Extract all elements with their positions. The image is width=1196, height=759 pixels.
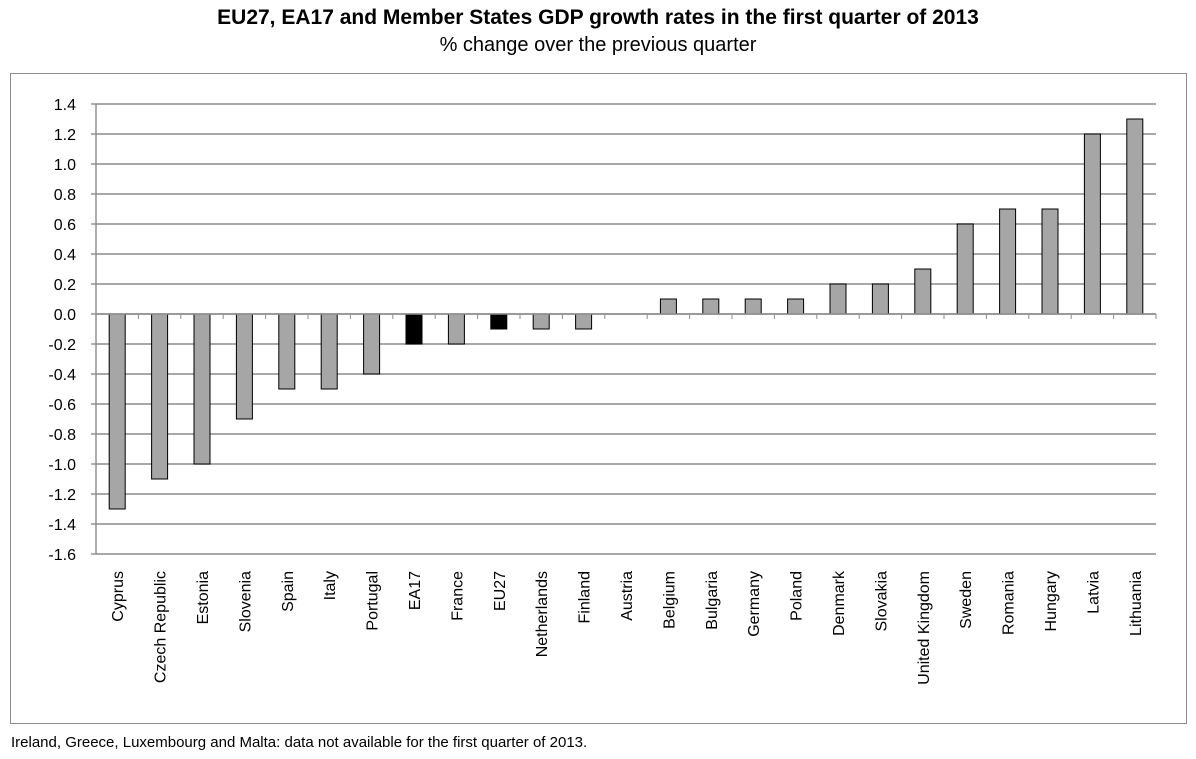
x-tick-label: United Kingdom bbox=[916, 571, 933, 685]
x-tick-label: Sweden bbox=[958, 571, 975, 629]
chart-frame: 1.4 1.2 1.0 0.8 0.6 0.4 0.2 0.0 -0.2 -0.4 -0.6 -0.8… bbox=[10, 73, 1187, 724]
x-tick-label: Germany bbox=[746, 571, 763, 637]
x-tick-label: Hungary bbox=[1043, 571, 1060, 631]
x-tick-label: Lithuania bbox=[1128, 571, 1145, 636]
bar-finland bbox=[575, 313, 593, 330]
y-tick-label: 0.6 bbox=[54, 217, 76, 234]
chart-subtitle: % change over the previous quarter bbox=[439, 34, 757, 56]
y-tick-label: 1.0 bbox=[54, 157, 76, 174]
x-tick-label: Netherlands bbox=[534, 571, 551, 657]
y-tick-label: 0.8 bbox=[54, 187, 76, 204]
x-tick-label: Portugal bbox=[365, 571, 382, 631]
bar-cyprus bbox=[108, 313, 126, 510]
x-tick-label: Italy bbox=[322, 571, 339, 600]
x-tick-label: Spain bbox=[280, 571, 297, 612]
x-tick-label: France bbox=[449, 571, 466, 621]
x-tick-label: Belgium bbox=[661, 571, 678, 629]
bar-hungary bbox=[1041, 208, 1059, 315]
bar-latvia bbox=[1083, 133, 1101, 315]
x-tick-label: Latvia bbox=[1085, 571, 1102, 614]
bar-italy bbox=[320, 313, 338, 390]
x-tick-label: Finland bbox=[577, 571, 594, 623]
bar-germany bbox=[744, 298, 762, 315]
bar-lithuania bbox=[1126, 118, 1144, 315]
bar-spain bbox=[278, 313, 296, 390]
bar-slovenia bbox=[235, 313, 253, 420]
y-tick-label: -0.2 bbox=[48, 337, 76, 354]
bar-france bbox=[447, 313, 465, 345]
chart-title: EU27, EA17 and Member States GDP growth … bbox=[217, 6, 979, 29]
x-tick-label: Romania bbox=[1001, 571, 1018, 635]
bar-slovakia bbox=[871, 283, 889, 315]
bar-sweden bbox=[956, 223, 974, 315]
bar-netherlands bbox=[532, 313, 550, 330]
y-tick-label: -0.6 bbox=[48, 397, 76, 414]
x-tick-label: Cyprus bbox=[110, 571, 127, 622]
x-tick-label: Austria bbox=[619, 571, 636, 621]
x-tick-label: Denmark bbox=[831, 570, 848, 636]
bar-poland bbox=[787, 298, 805, 315]
y-tick-label: -1.0 bbox=[48, 457, 76, 474]
x-tick-label: Poland bbox=[789, 571, 806, 621]
y-tick-label: 0.4 bbox=[54, 247, 76, 264]
bar-denmark bbox=[829, 283, 847, 315]
x-tick-label: EA17 bbox=[407, 571, 424, 610]
bar-bulgaria bbox=[702, 298, 720, 315]
x-tick-label: Slovakia bbox=[873, 571, 890, 632]
y-tick-label: 1.4 bbox=[54, 97, 76, 114]
y-tick-label: -1.6 bbox=[48, 547, 76, 564]
bar-ea17 bbox=[405, 313, 423, 345]
footnote: Ireland, Greece, Luxembourg and Malta: d… bbox=[11, 734, 588, 751]
x-tick-label: Czech Republic bbox=[153, 571, 170, 683]
y-tick-label: 0.2 bbox=[54, 277, 76, 294]
bar-chart: 1.4 1.2 1.0 0.8 0.6 0.4 0.2 0.0 -0.2 -0.4 -0.6 -0.8… bbox=[48, 97, 1157, 685]
bar-belgium bbox=[659, 298, 677, 315]
y-tick-label: 1.2 bbox=[54, 127, 76, 144]
x-tick-label: Estonia bbox=[195, 571, 212, 624]
bar-portugal bbox=[363, 313, 381, 375]
x-tick-label: EU27 bbox=[492, 571, 509, 611]
bar-romania bbox=[999, 208, 1017, 315]
y-tick-label: -0.8 bbox=[48, 427, 76, 444]
y-tick-label: -1.2 bbox=[48, 487, 76, 504]
x-tick-label: Slovenia bbox=[237, 571, 254, 632]
bar-eu27 bbox=[490, 313, 508, 330]
y-tick-label: 0.0 bbox=[54, 307, 76, 324]
x-tick-label: Bulgaria bbox=[704, 571, 721, 630]
y-tick-label: -1.4 bbox=[48, 517, 76, 534]
y-tick-label: -0.4 bbox=[48, 367, 76, 384]
bar-united-kingdom bbox=[914, 268, 932, 315]
bar-czech-republic bbox=[151, 313, 169, 480]
bar-estonia bbox=[193, 313, 211, 465]
